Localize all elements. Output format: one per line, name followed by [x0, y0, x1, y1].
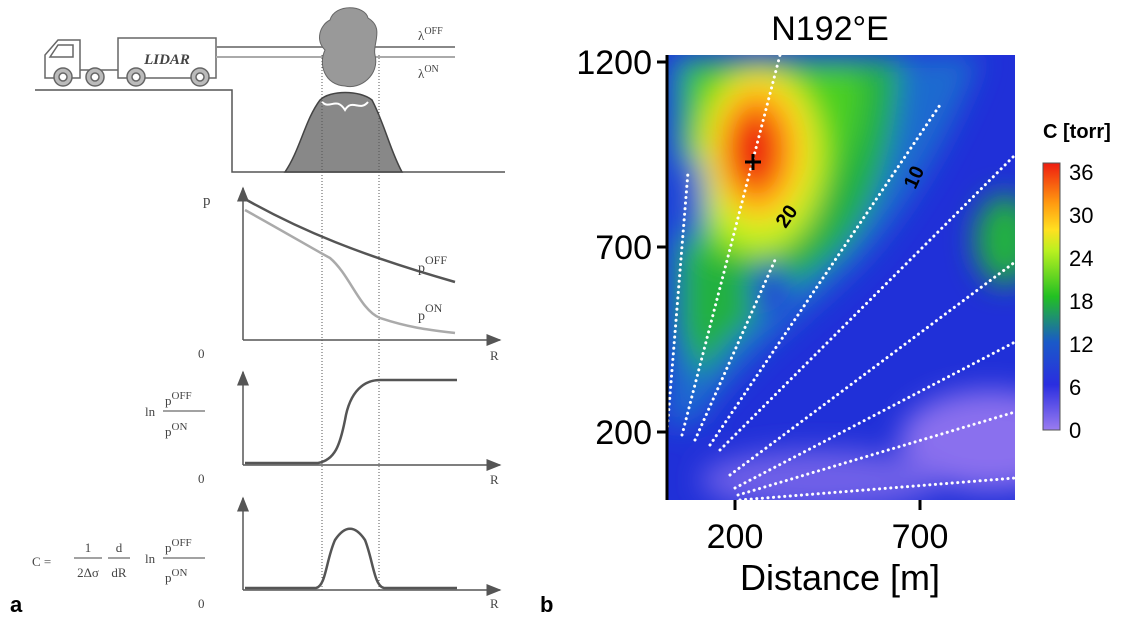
truck-label: LIDAR — [143, 52, 190, 68]
ln: ln — [145, 404, 156, 419]
concentration-curve — [245, 527, 457, 590]
colorbar-ticks: 36 30 24 18 12 6 0 — [1069, 160, 1093, 443]
curve-on — [244, 208, 456, 335]
x-label: R — [490, 472, 499, 487]
beam-on-label: λON — [418, 64, 439, 81]
fraction-num: 1 — [85, 540, 92, 555]
denominator: pON — [165, 421, 187, 439]
y-label: p — [203, 193, 211, 209]
equation-lhs: C = — [32, 554, 51, 569]
colorbar-tick-label: 36 — [1069, 160, 1093, 185]
colorbar-tick-label: 6 — [1069, 375, 1081, 400]
volcano — [283, 91, 404, 173]
x-tick-label: 200 — [707, 518, 764, 556]
lava — [321, 101, 369, 112]
ln: ln — [145, 551, 156, 566]
y-tick-label: 1200 — [576, 44, 652, 82]
x-label: R — [490, 596, 499, 611]
x-axis-label: Distance [m] — [740, 557, 940, 598]
x-label: R — [490, 348, 499, 363]
y-tick-label: 200 — [595, 414, 652, 452]
colorbar — [1042, 162, 1061, 431]
x-tick-label: 700 — [892, 518, 949, 556]
colorbar-tick-label: 12 — [1069, 332, 1093, 357]
fraction-den: 2Δσ — [77, 565, 99, 580]
panel-label: b — [540, 592, 553, 617]
numerator: pOFF — [165, 537, 192, 555]
truck — [44, 37, 217, 87]
origin: 0 — [198, 596, 205, 611]
denominator: pON — [165, 567, 187, 585]
scan-lines — [667, 55, 1015, 500]
curve-off-label: pOFF — [418, 253, 447, 276]
colorbar-title: C [torr] — [1043, 121, 1111, 143]
colorbar-tick-label: 30 — [1069, 203, 1093, 228]
concentration-map — [667, 55, 1015, 500]
curve-on-label: pON — [418, 301, 443, 324]
curve-off — [244, 197, 456, 284]
fraction-den: dR — [111, 565, 127, 580]
origin: 0 — [198, 346, 205, 361]
map-title: N192°E — [771, 10, 889, 48]
source-marker — [745, 154, 761, 170]
numerator: pOFF — [165, 390, 192, 408]
tick-marks — [657, 60, 922, 510]
ratio-curve — [245, 378, 457, 465]
fraction-num: d — [116, 540, 123, 555]
origin: 0 — [198, 471, 205, 486]
panel-label: a — [10, 592, 23, 617]
ground — [35, 89, 505, 173]
beam-off-label: λOFF — [418, 26, 443, 43]
colorbar-tick-label: 0 — [1069, 418, 1081, 443]
plume — [319, 7, 378, 88]
colorbar-tick-label: 24 — [1069, 246, 1093, 271]
colorbar-tick-label: 18 — [1069, 289, 1093, 314]
y-tick-label: 700 — [595, 229, 652, 267]
